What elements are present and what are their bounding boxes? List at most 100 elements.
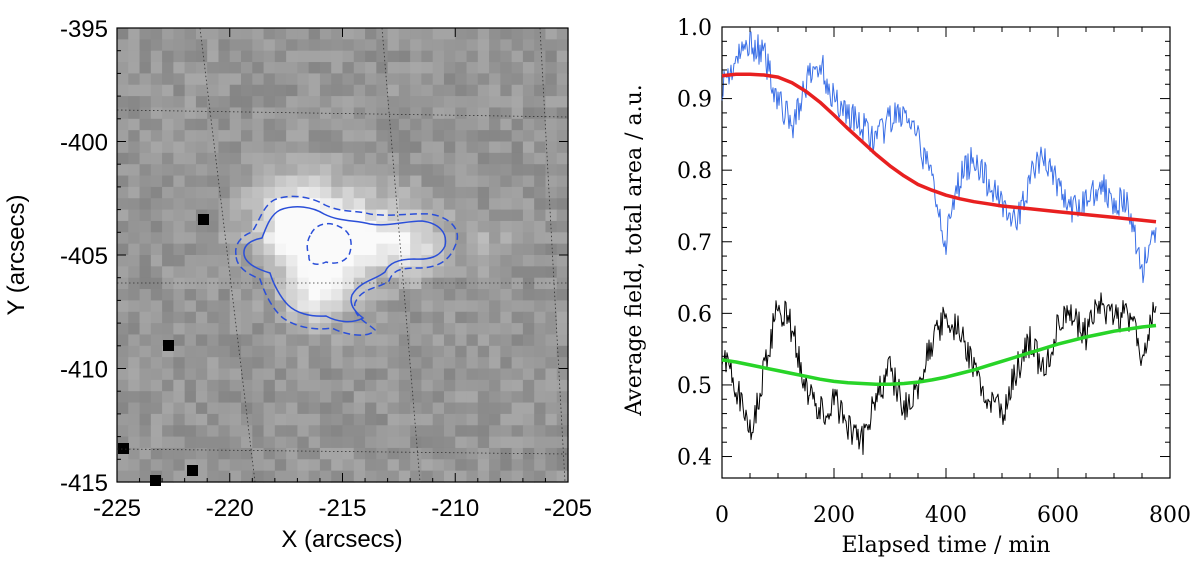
image-pixel bbox=[139, 73, 152, 86]
image-pixel bbox=[331, 447, 344, 460]
image-pixel bbox=[241, 73, 253, 86]
image-pixel bbox=[139, 334, 152, 347]
image-pixel bbox=[489, 209, 501, 222]
image-pixel bbox=[286, 447, 299, 460]
image-pixel bbox=[207, 209, 220, 222]
image-pixel bbox=[241, 379, 253, 392]
image-pixel bbox=[376, 266, 389, 279]
image-pixel bbox=[489, 436, 501, 449]
image-pixel bbox=[545, 436, 558, 449]
image-pixel bbox=[556, 107, 569, 120]
image-pixel bbox=[365, 141, 377, 154]
image-pixel bbox=[263, 130, 276, 143]
image-pixel bbox=[297, 84, 310, 97]
image-pixel bbox=[207, 289, 220, 301]
image-pixel bbox=[308, 39, 321, 52]
image-pixel bbox=[353, 164, 366, 177]
image-pixel bbox=[184, 152, 197, 165]
image-pixel bbox=[489, 96, 501, 109]
image-pixel bbox=[150, 107, 163, 120]
image-pixel bbox=[545, 368, 558, 381]
image-pixel bbox=[297, 164, 310, 177]
image-pixel bbox=[128, 152, 141, 165]
image-pixel bbox=[286, 470, 299, 483]
image-pixel bbox=[455, 50, 468, 63]
image-pixel bbox=[522, 118, 535, 131]
image-pixel bbox=[477, 243, 490, 256]
image-pixel bbox=[353, 62, 366, 74]
image-pixel bbox=[184, 300, 197, 313]
image-pixel bbox=[173, 402, 186, 415]
image-pixel bbox=[331, 73, 344, 86]
image-pixel bbox=[139, 175, 152, 188]
image-pixel bbox=[252, 470, 265, 483]
image-pixel bbox=[117, 379, 129, 392]
image-pixel bbox=[195, 175, 208, 188]
y-axis-label: Y (arcsecs) bbox=[3, 195, 30, 316]
image-pixel bbox=[398, 368, 411, 381]
image-pixel bbox=[387, 289, 400, 301]
image-pixel bbox=[477, 96, 490, 109]
image-pixel bbox=[466, 107, 479, 120]
image-pixel bbox=[387, 266, 400, 279]
image-pixel bbox=[398, 73, 411, 86]
fit-line-series-3 bbox=[721, 323, 1157, 386]
image-pixel bbox=[128, 186, 141, 199]
image-pixel bbox=[500, 232, 513, 245]
image-pixel bbox=[128, 198, 141, 211]
image-pixel bbox=[421, 28, 434, 40]
image-pixel bbox=[477, 447, 490, 460]
image-pixel bbox=[545, 277, 558, 290]
image-pixel bbox=[117, 130, 129, 143]
image-pixel bbox=[410, 220, 423, 233]
series-lines bbox=[721, 31, 1157, 455]
image-pixel bbox=[319, 198, 332, 211]
image-pixel bbox=[162, 232, 174, 245]
image-pixel bbox=[522, 368, 535, 381]
image-pixel bbox=[274, 62, 287, 74]
image-pixel bbox=[500, 175, 513, 188]
image-pixel bbox=[443, 39, 456, 52]
image-pixel bbox=[263, 255, 276, 267]
image-pixel bbox=[263, 402, 276, 415]
image-pixel bbox=[511, 118, 524, 131]
image-pixel bbox=[387, 470, 400, 483]
image-pixel bbox=[128, 345, 141, 358]
image-pixel bbox=[195, 345, 208, 358]
image-pixel bbox=[511, 39, 524, 52]
image-pixel bbox=[252, 300, 265, 313]
image-pixel bbox=[342, 459, 355, 472]
image-pixel bbox=[421, 209, 434, 222]
image-pixel bbox=[410, 255, 423, 267]
image-pixel bbox=[319, 175, 332, 188]
image-pixel bbox=[229, 379, 242, 392]
image-pixel bbox=[477, 141, 490, 154]
image-pixel bbox=[410, 391, 423, 404]
image-pixel bbox=[511, 175, 524, 188]
image-pixel bbox=[398, 50, 411, 63]
image-pixel bbox=[308, 164, 321, 177]
image-pixel bbox=[455, 118, 468, 131]
image-pixel bbox=[353, 50, 366, 63]
image-pixel bbox=[229, 198, 242, 211]
image-pixel bbox=[252, 62, 265, 74]
image-pixel bbox=[297, 209, 310, 222]
image-pixel bbox=[229, 84, 242, 97]
image-pixel bbox=[139, 130, 152, 143]
image-pixel bbox=[297, 311, 310, 324]
image-pixel bbox=[274, 413, 287, 426]
image-pixel bbox=[274, 266, 287, 279]
image-pixel bbox=[162, 266, 174, 279]
image-pixel bbox=[353, 243, 366, 256]
image-pixel bbox=[241, 130, 253, 143]
image-pixel bbox=[184, 368, 197, 381]
image-pixel bbox=[477, 118, 490, 131]
image-pixel bbox=[489, 73, 501, 86]
image-pixel bbox=[184, 130, 197, 143]
image-pixel bbox=[545, 220, 558, 233]
image-pixel bbox=[274, 447, 287, 460]
image-pixel bbox=[500, 62, 513, 74]
image-pixel bbox=[274, 118, 287, 131]
image-pixel bbox=[308, 130, 321, 143]
image-pixel bbox=[319, 379, 332, 392]
